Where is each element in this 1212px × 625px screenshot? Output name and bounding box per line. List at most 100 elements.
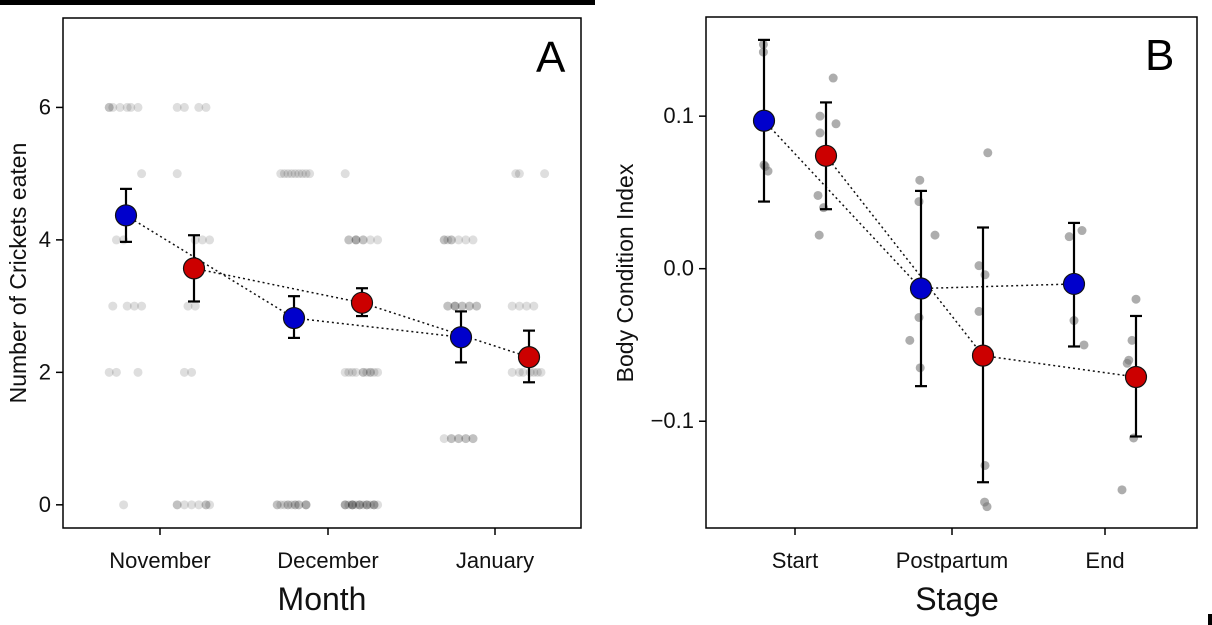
raw-point — [831, 119, 841, 129]
raw-point — [362, 367, 372, 377]
panel-a-y-ticks: 0 2 4 6 — [39, 94, 63, 517]
y-tick-label: 4 — [39, 227, 51, 252]
panel-b: −0.1 0.0 0.1 Start Postpartum End B Stage Bo… — [612, 16, 1198, 617]
raw-point — [536, 367, 546, 377]
raw-point — [283, 500, 293, 510]
raw-point — [464, 301, 474, 311]
raw-point — [914, 312, 924, 322]
raw-point — [344, 235, 354, 245]
raw-point — [532, 367, 542, 377]
raw-point — [443, 235, 453, 245]
raw-point — [974, 261, 984, 271]
raw-point — [347, 500, 357, 510]
raw-point — [340, 367, 350, 377]
raw-point — [104, 367, 114, 377]
mean-point-series-1 — [517, 346, 541, 369]
raw-point — [172, 500, 182, 510]
panel-b-mean-points — [752, 109, 1148, 389]
raw-point — [468, 434, 478, 444]
raw-point — [365, 367, 375, 377]
raw-point — [930, 230, 940, 240]
raw-point — [305, 169, 315, 179]
panel-b-y-title: Body Condition Index — [612, 163, 638, 382]
panel-a-y-title: Number of Crickets eaten — [5, 143, 31, 404]
mean-point-series-0 — [449, 326, 473, 349]
raw-point — [104, 102, 114, 112]
raw-point — [351, 500, 361, 510]
raw-point — [272, 500, 282, 510]
raw-point — [472, 301, 482, 311]
raw-point — [369, 500, 379, 510]
mean-point-series-1 — [1124, 365, 1148, 389]
raw-point — [365, 367, 375, 377]
raw-point — [454, 434, 464, 444]
raw-point — [290, 500, 300, 510]
raw-point — [464, 301, 474, 311]
panel-a-error-bars — [120, 187, 535, 384]
raw-point — [201, 500, 211, 510]
raw-point — [518, 367, 528, 377]
raw-point — [358, 500, 368, 510]
raw-point — [201, 500, 211, 510]
raw-point — [290, 500, 300, 510]
raw-point — [351, 235, 361, 245]
panel-b-connect-lines — [763, 120, 1137, 378]
panel-a-x-title: Month — [278, 581, 367, 617]
raw-point — [122, 102, 132, 112]
raw-point — [279, 169, 289, 179]
raw-point — [179, 367, 189, 377]
raw-point — [137, 301, 147, 311]
raw-point — [347, 367, 357, 377]
raw-point — [1064, 232, 1074, 242]
panel-b-frame — [705, 16, 1198, 529]
raw-point — [111, 367, 121, 377]
raw-point — [446, 434, 456, 444]
raw-point — [355, 500, 365, 510]
mean-point-series-0 — [282, 306, 306, 330]
raw-point — [529, 301, 539, 311]
panel-b-error-bars — [758, 38, 1142, 484]
raw-point — [439, 235, 449, 245]
raw-point — [373, 367, 383, 377]
raw-point — [340, 500, 350, 510]
raw-point — [457, 301, 467, 311]
raw-point — [355, 500, 365, 510]
x-tick-label-end: End — [1085, 548, 1124, 573]
raw-point — [351, 367, 361, 377]
raw-point — [351, 235, 361, 245]
raw-point — [362, 500, 372, 510]
raw-point — [511, 169, 521, 179]
panel-a-mean-points — [114, 204, 541, 369]
raw-point — [1127, 335, 1137, 345]
raw-point — [454, 434, 464, 444]
raw-point — [301, 169, 311, 179]
raw-point — [362, 500, 372, 510]
series-0-connect-line — [763, 120, 1075, 290]
raw-point — [362, 500, 372, 510]
y-tick-label: 0.1 — [663, 103, 694, 128]
raw-point — [472, 301, 482, 311]
raw-point — [133, 102, 143, 112]
raw-point — [980, 270, 990, 280]
raw-point — [347, 500, 357, 510]
raw-point — [205, 500, 215, 510]
raw-point — [115, 102, 125, 112]
mean-point-series-1 — [814, 144, 838, 167]
raw-point — [179, 500, 189, 510]
y-tick-label: 0 — [39, 492, 51, 517]
raw-point — [287, 169, 297, 179]
raw-point — [514, 169, 524, 179]
raw-point — [983, 148, 993, 158]
raw-point — [507, 301, 517, 311]
y-tick-label: 2 — [39, 359, 51, 384]
raw-point — [468, 434, 478, 444]
raw-point — [301, 500, 311, 510]
panel-b-x-title: Stage — [915, 581, 999, 617]
raw-point — [461, 235, 471, 245]
panel-a-x-ticks: November December January — [109, 528, 534, 573]
raw-point — [514, 367, 524, 377]
raw-point — [540, 169, 550, 179]
raw-point — [915, 175, 925, 185]
raw-point — [813, 190, 823, 200]
